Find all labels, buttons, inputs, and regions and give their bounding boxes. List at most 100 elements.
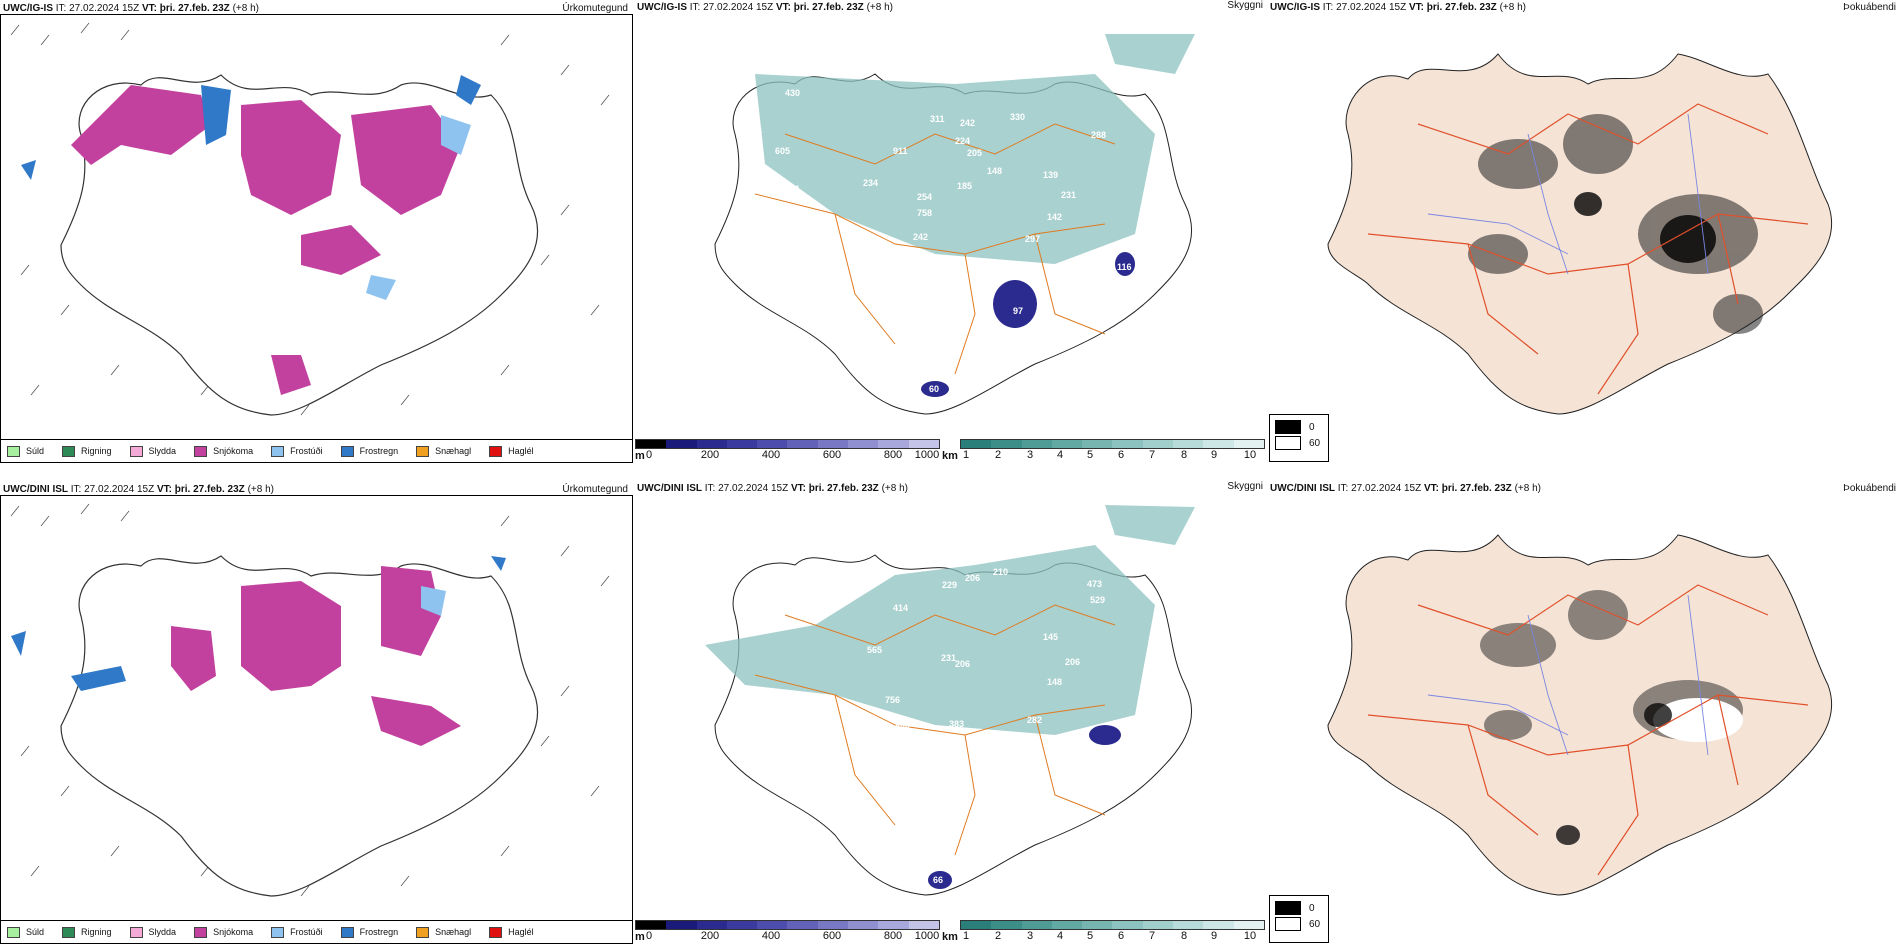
legend-swatch [129,445,143,457]
legend-item: Snæhagl [416,926,471,938]
tick-label: 7 [1148,930,1156,942]
fog-map-bottom [1327,534,1833,896]
legend-swatch [489,926,503,938]
cloud-label: 148 [1047,677,1062,687]
legend-item: Haglél [489,445,534,457]
tick-label: 200 [700,930,720,942]
cloud-label: 282 [1027,715,1042,725]
tick-label: 4 [1056,930,1064,942]
fog-map-top [1327,53,1833,415]
tick-label: 9 [1210,930,1218,942]
cloud-label: 574 [747,126,762,136]
cloud-label: 140 [1115,743,1130,753]
precip-map-bottom [10,503,610,897]
panel-title: Skyggni [1227,481,1263,492]
legend-item: Frostúði [271,445,323,457]
cloud-label: 297 [1025,234,1040,244]
panel-header: UWC/DINI ISL IT: 27.02.2024 15Z VT: þri.… [637,481,1263,494]
cloud-labels-top: 430 574 605 601 311 242 330 911 224 205 … [747,88,1132,396]
height-unit: m [635,931,645,943]
cloud-label: 210 [993,567,1008,577]
legend-item: Frostúði [271,926,323,938]
tick-label: 400 [761,930,781,942]
legend-item: Súld [7,926,44,938]
legend-swatch [1275,436,1301,450]
tick-label: 400 [761,449,781,461]
legend-item: Frostregn [340,445,398,457]
cloud-label: 414 [893,603,908,613]
cloud-label: 234 [863,178,878,188]
tick-label: 0 [645,449,653,461]
cloud-label: 185 [957,181,972,191]
panel-header: UWC/IG-IS IT: 27.02.2024 15Z VT: þri. 27… [1268,0,1900,16]
legend-swatch [416,445,430,457]
tick-label: 3 [1026,449,1034,461]
cloud-label: 473 [1087,579,1102,589]
legend-swatch [194,926,208,938]
fog-legend-top: 0 60 [1269,414,1329,462]
legend-item: Slydda [129,926,176,938]
legend-swatch [62,926,76,938]
cloud-label: 12 [917,875,927,885]
cloud-label: 60 [929,384,939,394]
cloud-label: 222 [995,733,1010,743]
height-scale: 0 200 400 600 800 1000 [635,439,940,461]
tick-label: 2 [994,449,1002,461]
cloud-label: 436 [865,236,880,246]
cloud-label: 242 [960,118,975,128]
cloud-labels-bottom: 229 206 210 473 529 414 565 231 206 145 … [815,567,1130,885]
cloud-label: 147 [1055,741,1070,751]
tick-label: 6 [1117,930,1125,942]
tick-label: 8 [1180,449,1188,461]
tick-label: 9 [1210,449,1218,461]
legend-swatch [62,445,76,457]
tick-label: 8 [1180,930,1188,942]
cloud-label: 71 [877,386,887,396]
tick-label: 800 [883,930,903,942]
legend-swatch [416,926,430,938]
cloud-label: 565 [867,645,882,655]
cloud-label: 338 [895,723,910,733]
cloud-label: 97 [1013,306,1023,316]
panel-header: UWC/IG-IS IT: 27.02.2024 15Z VT: þri. 27… [1,1,632,17]
legend-item: Snjókoma [194,926,253,938]
tick-label: 1000 [914,449,940,461]
legend-item: Rigning [62,926,112,938]
cloud-map-bottom: 229 206 210 473 529 414 565 231 206 145 … [705,505,1195,896]
tick-label: 800 [883,449,903,461]
legend-swatch [271,445,285,457]
valid-time: þri. 27.feb. 23Z [159,3,230,14]
precip-map-top [10,22,610,416]
cloud-label: 145 [1043,632,1058,642]
cloud-label: 758 [917,208,932,218]
panel-header: UWC/IG-IS IT: 27.02.2024 15Z VT: þri. 27… [637,0,1263,13]
panel-header: UWC/DINI ISL IT: 27.02.2024 15Z VT: þri.… [1,482,632,498]
panel-title: Úrkomutegund [562,3,628,14]
cloud-label: 139 [1043,170,1058,180]
model-name: UWC/IG-IS [3,3,53,14]
cloud-label: 311 [930,114,945,124]
cloud-label: 288 [1091,130,1106,140]
panel-title: Skyggni [1227,0,1263,11]
legend-swatch [129,926,143,938]
cloud-label: 206 [1065,657,1080,667]
fog-panel-bottom: UWC/DINI ISL IT: 27.02.2024 15Z VT: þri.… [1268,483,1900,944]
panel-title: Þokuábendi [1843,483,1896,494]
cloud-panel-top: UWC/IG-IS IT: 27.02.2024 15Z VT: þri. 27… [635,0,1265,463]
legend-item: Snjókoma [194,445,253,457]
cloud-label: 601 [785,184,800,194]
tick-label: 0 [645,930,653,942]
tick-label: 10 [1243,449,1257,461]
cloud-label: 327 [815,703,830,713]
tick-label: 600 [822,449,842,461]
legend-swatch [489,445,503,457]
visibility-unit: km [942,450,958,462]
lead-time: (+8 h) [232,3,259,14]
tick-label: 7 [1148,449,1156,461]
precip-legend: Súld Rigning Slydda Snjókoma Frostúði Fr… [1,439,632,462]
cloud-label: 231 [941,653,956,663]
legend-swatch [340,445,354,457]
tick-label: 600 [822,930,842,942]
tick-label: 6 [1117,449,1125,461]
tick-label: 3 [1026,930,1034,942]
